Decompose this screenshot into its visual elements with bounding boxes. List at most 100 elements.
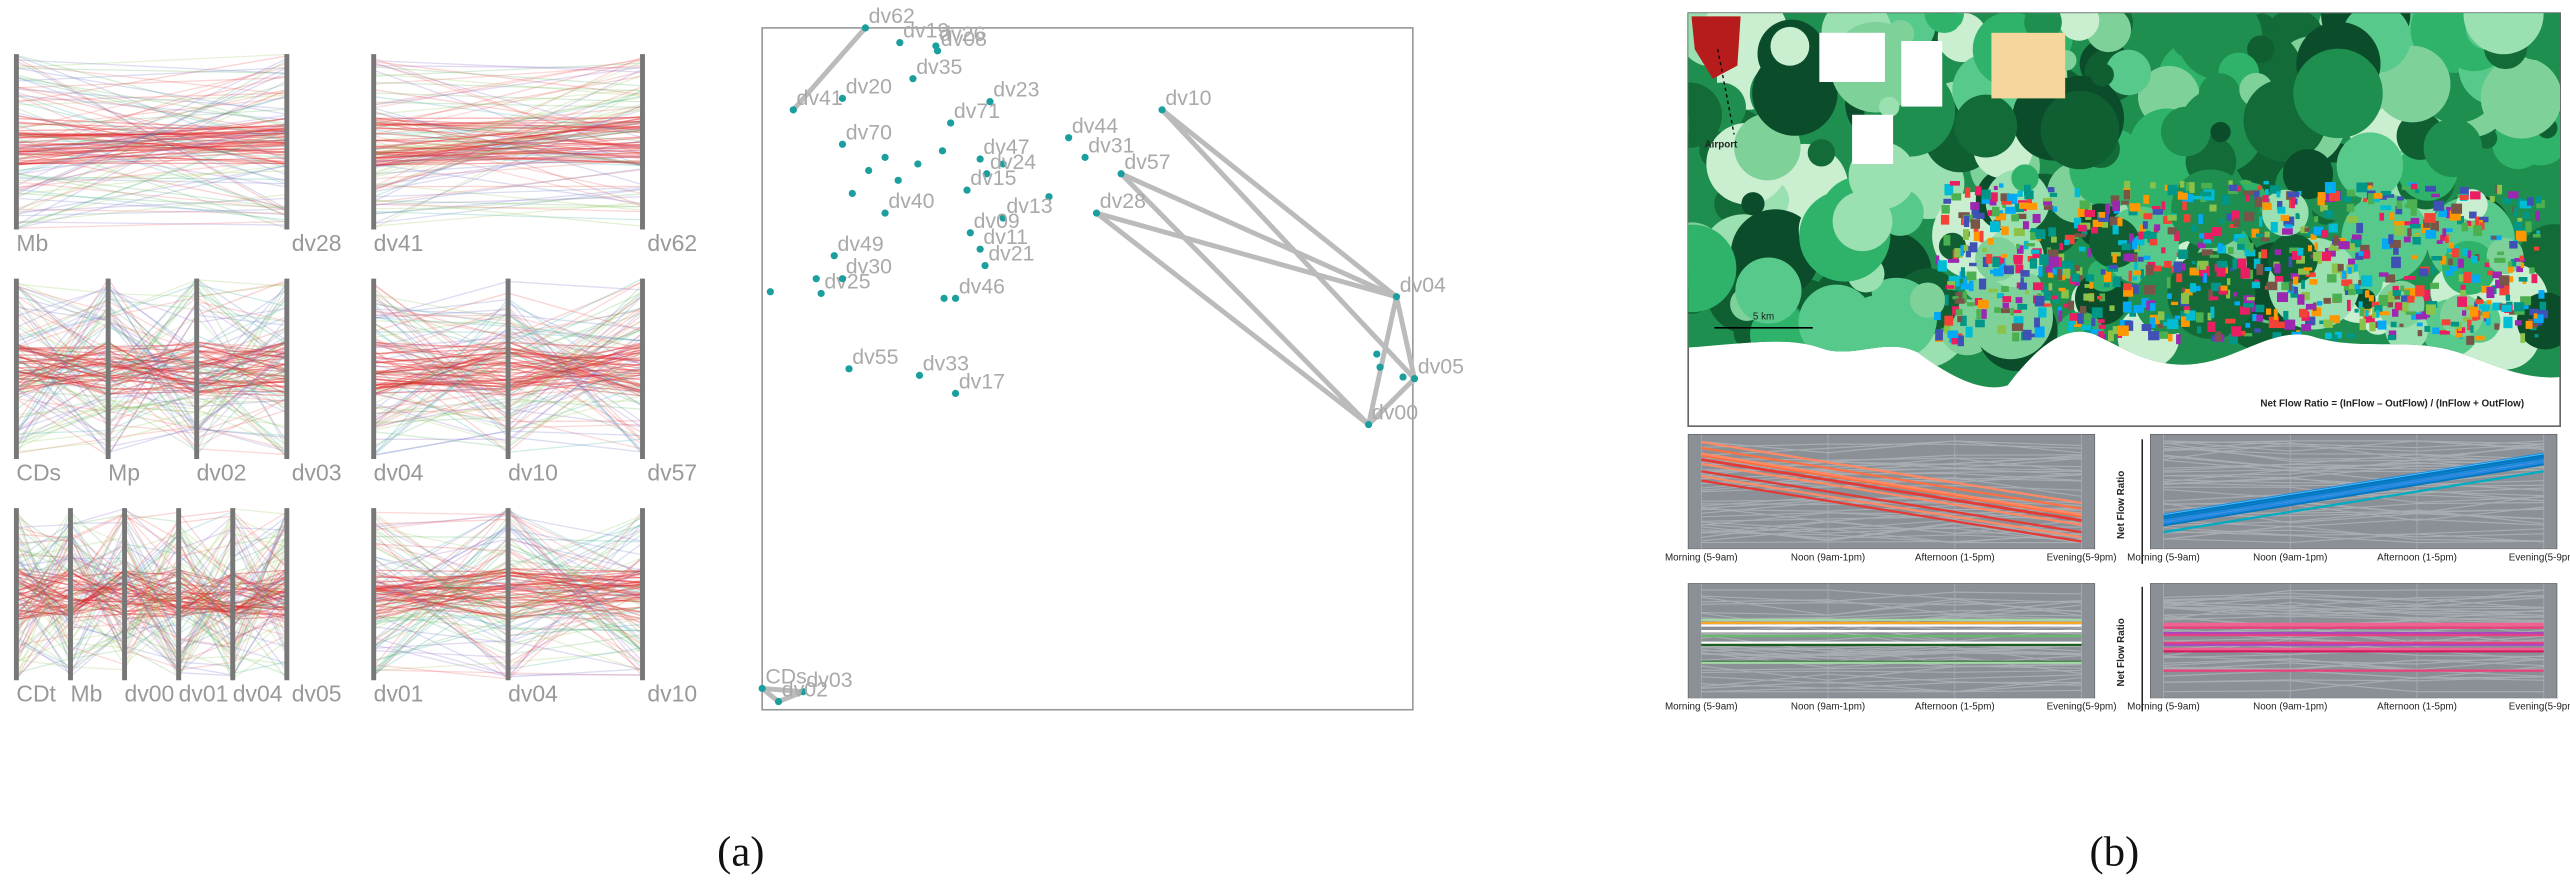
map-cell	[2149, 238, 2158, 246]
bg-line	[2163, 595, 2544, 607]
pc-line	[15, 306, 288, 413]
map-cell	[2167, 319, 2179, 330]
pc-line	[16, 354, 287, 395]
pc-line	[16, 347, 287, 378]
graph-edge	[1095, 210, 1398, 300]
axis-label: CDs	[16, 459, 61, 485]
pc-line	[16, 96, 288, 174]
pc-line	[15, 512, 288, 667]
graph-node	[1399, 373, 1407, 381]
map-cell	[2082, 313, 2092, 320]
pc-line	[373, 75, 643, 125]
map-cell	[1909, 282, 1946, 318]
map-cell	[2254, 279, 2259, 283]
map-cell	[2343, 284, 2350, 292]
pc-line	[16, 306, 288, 431]
x-label: Evening(5-9pm)	[2509, 702, 2570, 713]
pc-line	[16, 356, 287, 381]
graph-node	[1373, 350, 1381, 358]
map-cell	[2337, 263, 2344, 272]
pc-line	[15, 356, 288, 444]
map-cell	[2129, 203, 2141, 212]
map-cell	[2461, 222, 2469, 232]
pc-line	[373, 135, 643, 195]
map-cell	[2305, 303, 2315, 310]
map-cell	[2282, 228, 2293, 235]
map-cell	[2298, 268, 2310, 275]
map-cell	[2168, 333, 2173, 342]
map-cell	[2109, 264, 2118, 269]
map-cell	[2061, 289, 2069, 299]
map-cell	[2034, 326, 2045, 338]
map-cell	[2179, 180, 2185, 188]
pc-line	[16, 399, 288, 449]
map-cell	[2323, 210, 2334, 218]
map-cell	[2124, 320, 2134, 331]
map-cell	[2056, 269, 2063, 280]
map-cell	[2360, 244, 2370, 253]
pc-line	[16, 571, 288, 612]
map-cell	[2466, 220, 2472, 226]
pc-line	[16, 117, 287, 164]
map-cell	[2210, 306, 2215, 319]
map-cell	[2513, 207, 2518, 217]
pc-line	[16, 94, 287, 121]
map-cell	[2444, 236, 2449, 244]
pc-line	[373, 193, 643, 215]
map-cell	[2293, 286, 2298, 294]
map-cell	[2230, 267, 2234, 272]
map-cell	[2313, 252, 2323, 262]
map-cell	[2216, 260, 2228, 268]
map-cell	[2018, 202, 2027, 209]
map-cell	[2300, 226, 2308, 234]
pc-line	[15, 288, 287, 449]
map-cell	[2123, 287, 2133, 297]
x-label: Morning (5-9am)	[1665, 553, 1738, 564]
map-cell	[2385, 274, 2396, 283]
pc-line	[16, 193, 287, 224]
pc-line	[16, 369, 287, 415]
map-cell	[1989, 198, 1997, 206]
pc-line	[16, 345, 288, 425]
pc-line	[16, 571, 288, 614]
pc-line	[373, 130, 643, 155]
map-cell	[2503, 316, 2513, 329]
pc-line	[15, 508, 287, 670]
map-cell	[2433, 200, 2445, 211]
pc-line	[15, 557, 288, 643]
map-cell	[2043, 303, 2051, 307]
pc-line	[15, 515, 288, 662]
map-cell	[1886, 19, 1915, 48]
map-cell	[2364, 290, 2370, 298]
graph-node	[933, 47, 942, 55]
graph-node	[915, 371, 924, 379]
bg-line	[2163, 676, 2544, 693]
graph-node	[838, 140, 847, 148]
map-cell	[2378, 311, 2390, 316]
map-cell	[2032, 213, 2041, 224]
bg-line	[2163, 525, 2544, 542]
map-cell	[2180, 310, 2190, 320]
map-cell	[2393, 221, 2405, 226]
map-cell	[2089, 282, 2094, 289]
pc-line	[16, 340, 288, 400]
x-label: Noon (9am-1pm)	[1791, 702, 1865, 713]
pc-line	[16, 141, 287, 150]
node-label: dv40	[888, 189, 934, 213]
map-cell	[1995, 213, 2007, 221]
map-cell	[2276, 191, 2281, 198]
graph-node	[865, 166, 873, 175]
pc-line	[15, 295, 287, 435]
map-cell	[2225, 289, 2231, 299]
pc-line	[373, 126, 643, 130]
map-cell	[2529, 267, 2535, 274]
bg-line	[1701, 676, 2082, 693]
map-cell	[2090, 227, 2099, 234]
map-cell	[1962, 229, 1969, 240]
node-label: dv03	[806, 668, 852, 692]
map-cell	[2402, 301, 2409, 313]
flow-line	[2163, 463, 2544, 527]
map-cell	[2077, 224, 2087, 232]
pc-line	[16, 208, 287, 217]
bg-line	[1701, 687, 2082, 693]
